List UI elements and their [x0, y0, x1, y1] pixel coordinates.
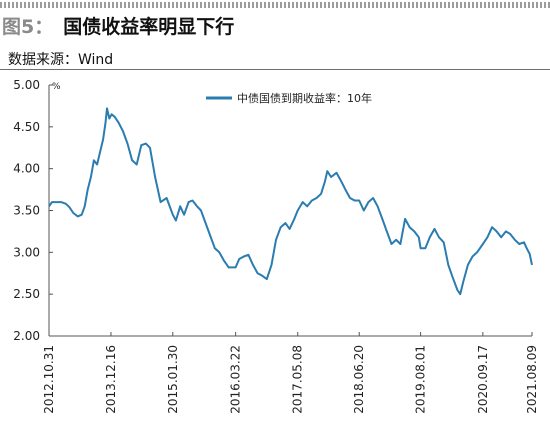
heading-divider — [0, 69, 550, 70]
data-source-note: 数据来源：Wind — [8, 52, 114, 68]
legend-label: 中债国债到期收益率：10年 — [237, 91, 372, 105]
y-tick-label: 4.00 — [13, 162, 40, 176]
x-tick-label: 2018.06.20 — [352, 345, 366, 414]
y-tick-label: 5.00 — [13, 78, 40, 92]
figure-title: 国债收益率明显下行 — [63, 16, 235, 38]
y-tick-label: 3.50 — [13, 204, 40, 218]
x-tick-label: 2021.08.09 — [525, 345, 539, 414]
x-tick-label: 2019.08.01 — [414, 345, 428, 414]
figure-heading: 图5： 国债收益率明显下行 — [2, 12, 234, 42]
x-tick-label: 2015.01.30 — [166, 345, 180, 414]
x-tick-label: 2017.05.08 — [291, 345, 305, 414]
y-tick-label: 2.50 — [13, 287, 40, 301]
x-tick-label: 2016.03.22 — [229, 345, 243, 414]
y-tick-label: 2.00 — [13, 329, 40, 343]
series-line — [48, 107, 533, 296]
top-dotted-rule — [0, 2, 550, 8]
x-tick-label: 2020.09.17 — [476, 345, 490, 414]
figure-label: 图5： — [2, 16, 54, 38]
x-tick-label: 2013.12.16 — [104, 345, 118, 414]
x-tick-label: 2012.10.31 — [42, 345, 56, 414]
y-tick-label: 3.00 — [13, 245, 40, 259]
y-tick-label: 4.50 — [13, 120, 40, 134]
y-axis-unit: % — [52, 82, 61, 92]
